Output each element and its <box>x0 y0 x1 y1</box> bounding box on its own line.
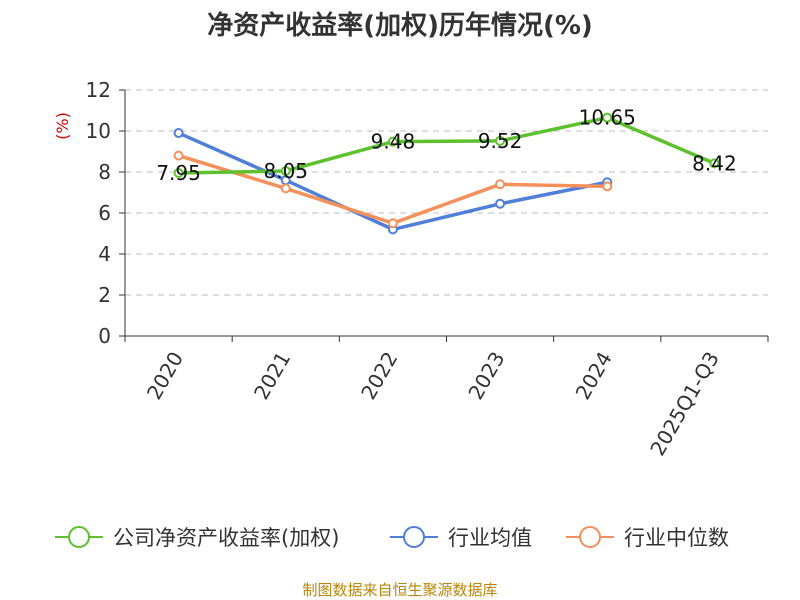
series-0-point-4 <box>602 112 613 123</box>
legend-marker-0 <box>68 526 90 548</box>
y-tick-label-8: 8 <box>98 160 111 184</box>
legend: 公司净资产收益率(加权) 行业均值 行业中位数 <box>55 526 729 550</box>
x-tick-label-2023: 2023 <box>463 348 509 404</box>
y-tick-label-4: 4 <box>98 242 111 266</box>
series-line-0 <box>178 115 716 175</box>
x-tick-label-2020: 2020 <box>142 348 188 404</box>
series-0-point-3 <box>495 135 506 146</box>
series-0-point-1 <box>280 165 291 176</box>
y-tick-label-0: 0 <box>98 324 111 348</box>
y-tick-label-12: 12 <box>86 78 111 102</box>
series-2-point-1 <box>280 183 291 194</box>
series-2-point-2 <box>387 218 398 229</box>
legend-label-0: 公司净资产收益率(加权) <box>113 526 339 550</box>
legend-label-1: 行业均值 <box>448 526 532 550</box>
data-label-5: 8.42 <box>692 151 737 175</box>
data-label-3: 9.52 <box>478 129 523 153</box>
x-tick-label-2021: 2021 <box>249 348 295 404</box>
legend-marker-1 <box>403 526 425 548</box>
series-0-point-5 <box>709 158 720 169</box>
series-2-point-3 <box>495 179 506 190</box>
y-axis-label: (%) <box>53 112 72 140</box>
gridlines <box>125 89 768 296</box>
data-label-0: 7.95 <box>156 161 201 185</box>
series-1-point-0 <box>173 128 184 139</box>
series-lines <box>173 112 720 235</box>
data-label-2: 9.48 <box>371 130 416 154</box>
x-tick-label-2022: 2022 <box>356 348 402 404</box>
y-tick-label-10: 10 <box>86 119 111 143</box>
y-tick-label-2: 2 <box>98 283 111 307</box>
x-tick-label-2025Q1-Q3: 2025Q1-Q3 <box>645 348 724 460</box>
chart-title: 净资产收益率(加权)历年情况(%) <box>207 10 593 41</box>
data-labels: 7.95 8.05 9.48 9.52 10.65 8.42 <box>156 106 736 185</box>
y-tick-label-6: 6 <box>98 201 111 225</box>
series-0-point-0 <box>173 168 184 179</box>
legend-label-2: 行业中位数 <box>624 526 729 550</box>
series-0-point-2 <box>387 136 398 147</box>
data-label-4: 10.65 <box>579 106 636 130</box>
data-label-1: 8.05 <box>263 159 308 183</box>
legend-marker-2 <box>579 526 601 548</box>
x-tick-label-2024: 2024 <box>571 348 617 404</box>
series-2-point-4 <box>602 181 613 192</box>
series-1-point-3 <box>495 198 506 209</box>
series-2-point-0 <box>173 150 184 161</box>
source-note: 制图数据来自恒生聚源数据库 <box>302 581 497 599</box>
